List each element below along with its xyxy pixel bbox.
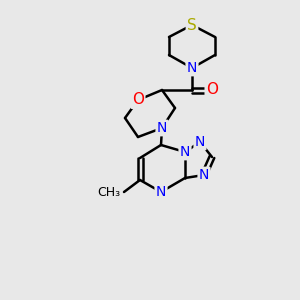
Text: N: N <box>156 185 166 199</box>
Text: N: N <box>195 135 205 149</box>
Text: O: O <box>206 82 218 98</box>
Text: N: N <box>157 121 167 135</box>
Text: N: N <box>199 168 209 182</box>
Text: N: N <box>187 61 197 75</box>
Text: O: O <box>132 92 144 107</box>
Text: S: S <box>187 17 197 32</box>
Text: CH₃: CH₃ <box>97 185 120 199</box>
Text: N: N <box>180 145 190 159</box>
